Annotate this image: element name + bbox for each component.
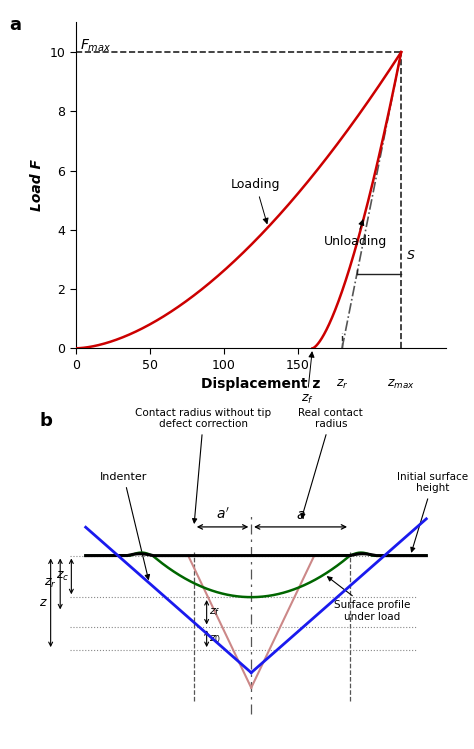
Text: $F_{max}$: $F_{max}$ <box>80 37 111 53</box>
Text: S: S <box>407 249 415 262</box>
Text: $a$: $a$ <box>296 508 305 521</box>
X-axis label: Displacement z: Displacement z <box>201 377 320 391</box>
Text: $a'$: $a'$ <box>216 506 229 521</box>
Text: Contact radius without tip
defect correction: Contact radius without tip defect correc… <box>136 407 272 523</box>
Text: $z_c$: $z_c$ <box>56 570 70 583</box>
Text: Initial surface
height: Initial surface height <box>397 472 468 552</box>
Text: $z_0$: $z_0$ <box>209 633 221 645</box>
Text: Unloading: Unloading <box>324 220 388 248</box>
Text: $z_f$: $z_f$ <box>301 352 314 406</box>
Text: b: b <box>39 412 53 430</box>
Text: z: z <box>39 596 46 610</box>
Text: Surface profile
under load: Surface profile under load <box>328 577 410 622</box>
Text: a: a <box>9 16 21 34</box>
Text: Real contact
radius: Real contact radius <box>299 407 363 518</box>
Y-axis label: Load F: Load F <box>30 160 44 211</box>
Text: Loading: Loading <box>231 178 281 223</box>
Text: $z_{max}$: $z_{max}$ <box>387 378 415 391</box>
Text: $z_f$: $z_f$ <box>209 607 221 618</box>
Text: $z_r$: $z_r$ <box>45 577 57 590</box>
Text: Indenter: Indenter <box>100 472 149 579</box>
Text: $z_r$: $z_r$ <box>336 378 348 391</box>
